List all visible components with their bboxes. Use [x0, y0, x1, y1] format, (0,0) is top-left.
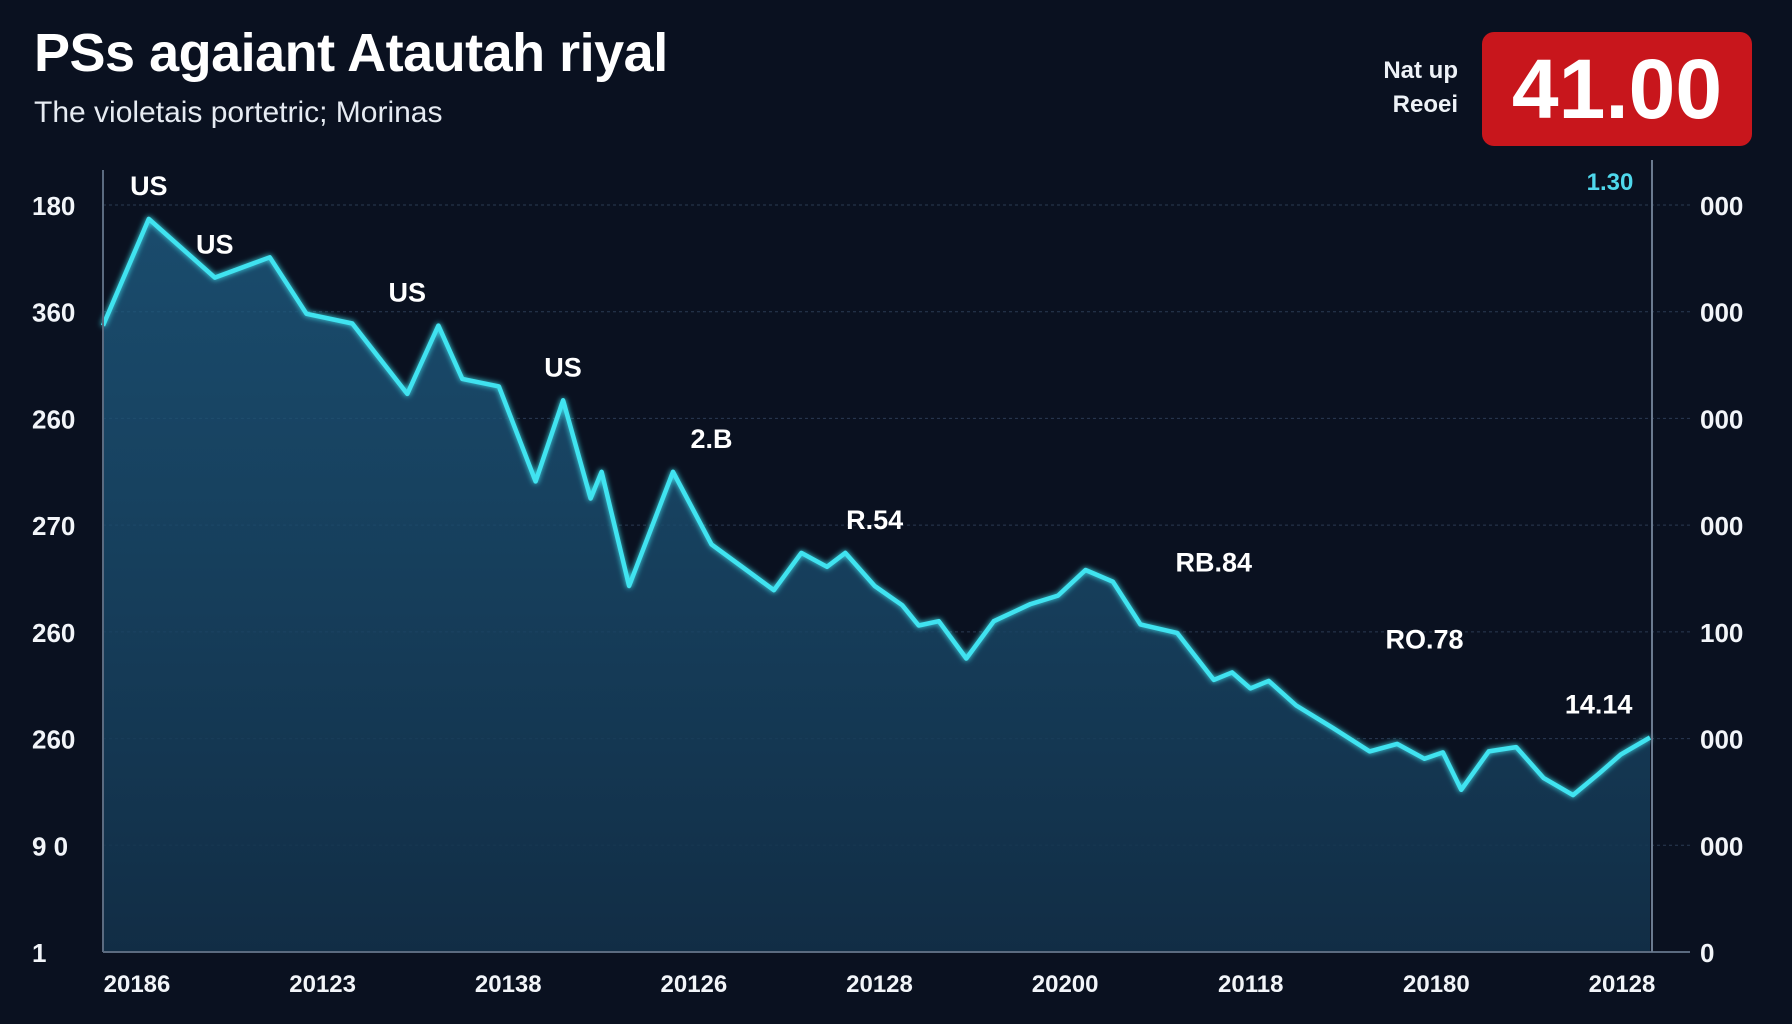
x-tick: 20128	[1589, 971, 1656, 998]
x-tick: 20128	[846, 971, 913, 998]
data-label: 2.B	[691, 424, 733, 454]
y-tick-left: 1	[32, 938, 46, 968]
data-label: RB.84	[1175, 548, 1252, 578]
y-tick-left: 260	[32, 725, 75, 755]
x-tick: 20123	[289, 971, 356, 998]
y-tick-right: 000	[1700, 191, 1743, 221]
y-tick-left: 270	[32, 511, 75, 541]
y-tick-left: 180	[32, 191, 75, 221]
series-line	[100, 216, 1652, 798]
x-tick: 20186	[104, 971, 171, 998]
y-tick-left: 260	[32, 404, 75, 434]
value-badge: 41.00	[1482, 32, 1752, 146]
data-labels: US US US US 2.B R.54 RB.84 RO.78 14.14	[130, 171, 1632, 720]
y-tick-right: 100	[1700, 618, 1743, 648]
chart-title: PSs agaiant Atautah riyal	[34, 23, 668, 83]
badge-label-line2: Reoei	[1392, 91, 1458, 118]
y-tick-right: 000	[1700, 831, 1743, 861]
y-tick-right: 000	[1700, 298, 1743, 328]
axes	[102, 160, 1690, 953]
y-tick-left: 360	[32, 298, 75, 328]
x-tick: 20126	[661, 971, 728, 998]
x-tick: 20138	[475, 971, 542, 998]
y-tick-right: 0	[1700, 938, 1714, 968]
y-tick-right: 000	[1700, 404, 1743, 434]
data-label: US	[389, 278, 427, 308]
x-tick: 20180	[1403, 971, 1470, 998]
y-right-top-label: 1.30	[1587, 169, 1634, 196]
x-tick: 20200	[1032, 971, 1099, 998]
area-fill	[103, 218, 1650, 952]
badge-label: Nat up Reoei	[1328, 54, 1458, 122]
badge-label-line1: Nat up	[1383, 57, 1458, 84]
y-tick-right: 000	[1700, 511, 1743, 541]
y-tick-left: 260	[32, 618, 75, 648]
data-label: US	[544, 352, 582, 382]
chart-subtitle: The violetais portetric; Morinas	[34, 96, 443, 129]
data-label: R.54	[846, 505, 903, 535]
data-label: RO.78	[1386, 624, 1464, 654]
data-label: US	[196, 230, 234, 260]
x-tick: 20118	[1218, 971, 1283, 998]
y-tick-right: 000	[1700, 725, 1743, 755]
data-label: 14.14	[1565, 690, 1633, 720]
data-label: US	[130, 171, 168, 201]
y-tick-left: 9 0	[32, 831, 68, 861]
